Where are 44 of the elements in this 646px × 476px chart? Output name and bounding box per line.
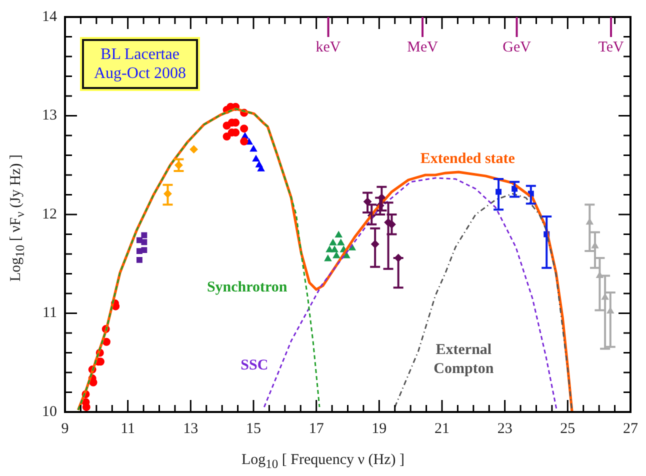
point [337,239,344,246]
point [331,246,338,252]
point [141,232,148,238]
point [136,256,142,263]
point [326,246,334,252]
ref-line-label: MeV [407,39,438,56]
series-label: External Compton [434,342,494,377]
point [335,231,342,238]
x-tick-label: 15 [246,420,261,437]
x-tick-label: 17 [308,420,324,437]
point [324,254,332,262]
point [329,239,337,246]
x-tick-label: 13 [183,420,198,437]
series-label: Extended state [420,151,516,168]
y-tick-label: 12 [42,206,57,222]
note-box: BL Lacertae Aug-Oct 2008 [82,39,198,90]
point [141,239,148,246]
y-tick-label: 10 [42,404,57,420]
x-tick-label: 25 [560,420,576,437]
y-tick-label: 14 [42,8,58,25]
point [82,403,90,412]
point [252,155,260,162]
y-tick-label: 13 [42,108,57,124]
ref-line-label: keV [316,39,341,56]
point [222,132,231,140]
x-axis-title: Log$_{10}$ [ Frequency ν (Hz) ] [240,452,406,472]
point [102,338,110,346]
x-tick-label: 11 [120,420,136,437]
x-tick-label: 21 [434,420,450,437]
series-label: Synchrotron [206,279,288,296]
point [190,145,198,154]
x-tick-label: 27 [623,420,638,437]
x-tick-label: 23 [497,420,512,437]
point [332,252,340,258]
x-tick-label: 9 [61,420,69,437]
ref-line-label: TeV [598,39,624,56]
series-label: SSC [240,357,268,374]
point [250,145,258,152]
ref-line-label: GeV [502,39,532,56]
x-tick-label: 19 [372,420,387,437]
y-tick-label: 11 [42,305,57,322]
point [141,247,148,254]
point [240,137,248,146]
point [240,124,248,133]
